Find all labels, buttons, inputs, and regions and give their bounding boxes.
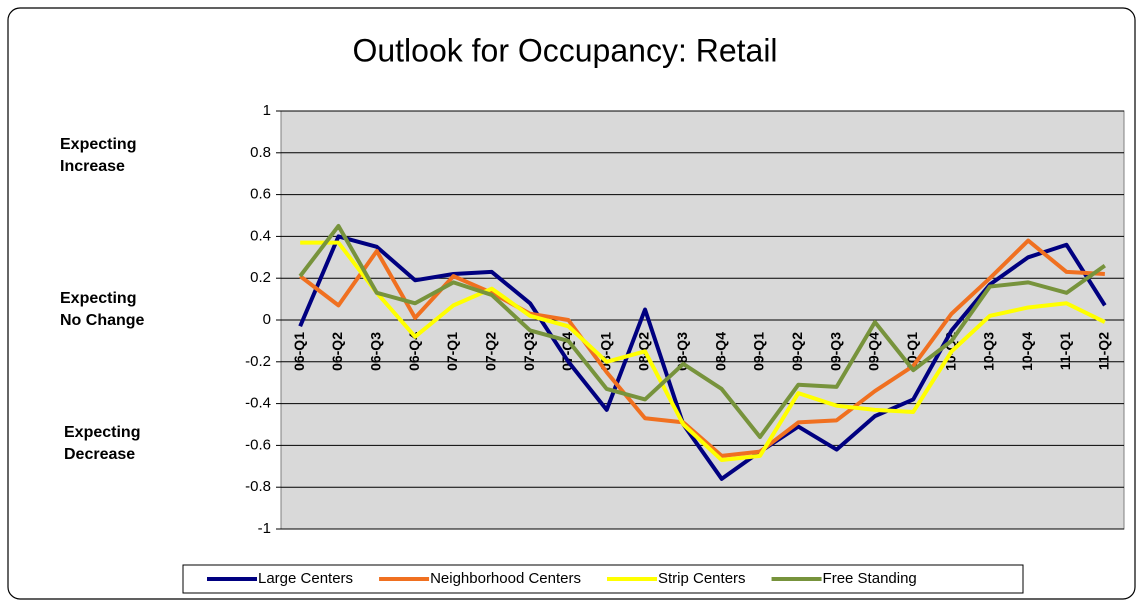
- y-tick-label: 0.2: [250, 269, 271, 286]
- x-tick-label: 08-Q3: [674, 332, 690, 371]
- y-tick-label: 1: [263, 102, 271, 119]
- series-line: [298, 223, 1106, 440]
- x-tick-label: 09-Q1: [751, 332, 767, 371]
- legend-label: Free Standing: [823, 570, 917, 587]
- annotation: Decrease: [64, 446, 135, 463]
- x-tick-label: 09-Q2: [789, 332, 805, 371]
- y-tick-label: -0.6: [245, 436, 271, 453]
- y-tick-label: 0: [263, 311, 271, 328]
- series-line: [298, 238, 1105, 458]
- legend-label: Neighborhood Centers: [430, 570, 581, 587]
- annotation: Increase: [60, 158, 125, 175]
- y-tick-label: -0.8: [245, 478, 271, 495]
- x-tick-label: 11-Q1: [1057, 332, 1073, 370]
- series-line: [300, 240, 1106, 463]
- x-tick-label: 11-Q2: [1096, 332, 1112, 370]
- y-tick-label: -0.4: [245, 395, 271, 412]
- chart-title: Outlook for Occupancy: Retail: [352, 32, 777, 68]
- x-tick-label: 06-Q3: [367, 332, 383, 371]
- y-tick-label: -1: [258, 520, 271, 537]
- x-tick-label: 06-Q1: [291, 332, 307, 371]
- annotation: Expecting: [64, 424, 140, 441]
- x-tick-label: 06-Q2: [329, 332, 345, 371]
- y-tick-label: 0.8: [250, 144, 271, 161]
- annotation: Expecting: [60, 136, 136, 153]
- x-tick-label: 09-Q4: [866, 332, 882, 371]
- x-tick-label: 10-Q4: [1019, 332, 1035, 371]
- x-tick-label: 07-Q3: [521, 332, 537, 371]
- legend: [182, 564, 1024, 594]
- x-tick-label: 10-Q3: [981, 332, 997, 371]
- x-tick-label: 07-Q2: [482, 332, 498, 371]
- x-tick-label: 09-Q3: [827, 332, 843, 371]
- series-line: [298, 234, 1107, 481]
- y-tick-label: -0.2: [245, 353, 271, 370]
- annotation: No Change: [60, 312, 145, 329]
- legend-label: Large Centers: [258, 570, 353, 587]
- x-tick-label: 07-Q1: [444, 332, 460, 371]
- x-tick-label: 08-Q4: [712, 332, 728, 371]
- y-tick-label: 0.6: [250, 186, 271, 203]
- x-tick-label: 06-Q4: [406, 332, 422, 371]
- legend-label: Strip Centers: [658, 570, 746, 587]
- annotation: Expecting: [60, 290, 136, 307]
- y-tick-label: 0.4: [250, 227, 271, 244]
